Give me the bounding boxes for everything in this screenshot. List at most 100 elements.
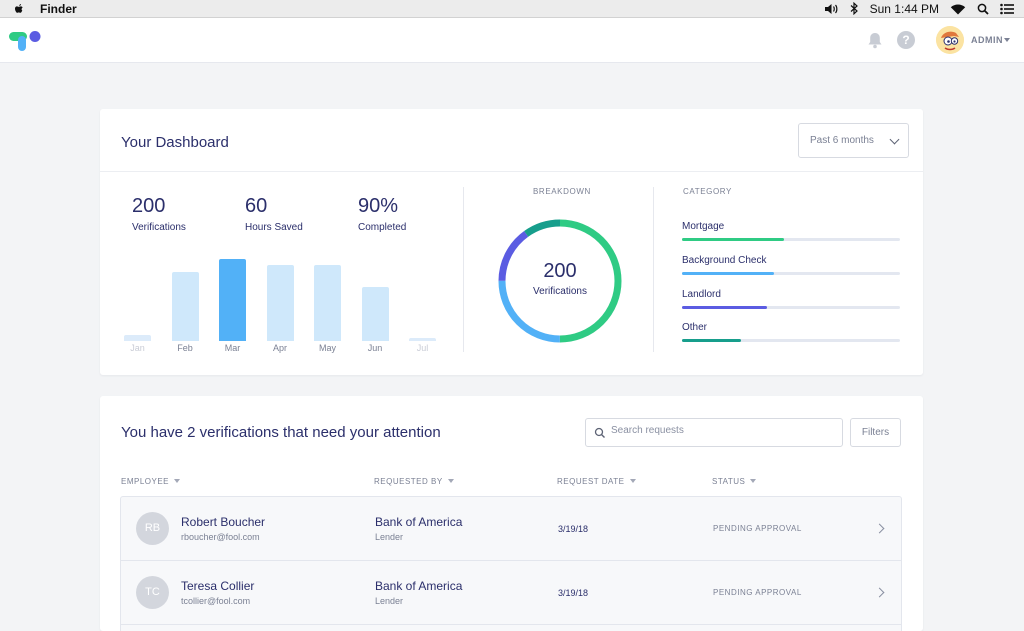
chevron-right-icon[interactable] (874, 587, 885, 598)
category-fill (682, 339, 741, 342)
category-fill (682, 306, 768, 309)
attention-title: You have 2 verifications that need your … (121, 424, 441, 441)
bar-label: Jan (130, 343, 145, 353)
spotlight-icon[interactable] (977, 3, 989, 15)
volume-icon[interactable] (824, 3, 839, 15)
divider (463, 187, 464, 352)
help-icon[interactable]: ? (897, 31, 915, 49)
column-header-label: STATUS (712, 477, 746, 486)
stat-label: Verifications (132, 222, 186, 233)
apple-icon[interactable] (12, 2, 26, 16)
employee-name: Robert Boucher (181, 515, 266, 529)
divider (653, 187, 654, 352)
employee-email: tcollier@fool.com (181, 596, 251, 606)
list-icon[interactable] (1000, 3, 1014, 15)
dashboard-title: Your Dashboard (121, 134, 229, 151)
employee-name: Teresa Collier (181, 579, 255, 593)
table-row[interactable]: TC Teresa Collier tcollier@fool.com Bank… (121, 561, 901, 625)
verifications-table: RB Robert Boucher rboucher@fool.com Bank… (120, 496, 902, 631)
category-mortgage[interactable]: Mortgage (682, 221, 900, 241)
category-other[interactable]: Other (682, 322, 900, 342)
category-landlord[interactable]: Landlord (682, 289, 900, 309)
bar-label: Apr (272, 343, 287, 353)
bar-label: May (318, 343, 336, 353)
stat-value: 200 (132, 195, 166, 217)
category-label: Background Check (682, 255, 767, 266)
admin-label[interactable]: ADMIN (971, 35, 1003, 45)
table-row[interactable]: RB Robert Boucher rboucher@fool.com Bank… (121, 497, 901, 561)
category-label: Mortgage (682, 221, 725, 232)
bar-may[interactable] (314, 265, 341, 341)
attention-card: You have 2 verifications that need your … (100, 396, 923, 631)
bar-feb[interactable] (171, 271, 199, 341)
bar-label: Jul (416, 343, 429, 353)
employee-email: rboucher@fool.com (181, 532, 260, 542)
category-label: Landlord (682, 289, 721, 300)
requester-role: Lender (375, 596, 404, 606)
donut-segment-3[interactable] (498, 219, 622, 343)
logo-icon[interactable] (8, 27, 44, 53)
table-row[interactable] (121, 625, 901, 631)
bar-jul[interactable] (409, 337, 436, 341)
stat-value: 60 (245, 195, 268, 217)
search-input[interactable] (611, 425, 831, 436)
search-box[interactable] (585, 418, 843, 447)
category-track (682, 306, 900, 309)
bar-jun[interactable] (361, 287, 389, 341)
filters-button[interactable]: Filters (850, 418, 901, 447)
breakdown-label: Verifications (533, 286, 587, 297)
menu-app-name[interactable]: Finder (40, 1, 77, 16)
bluetooth-icon[interactable] (850, 2, 859, 15)
app-header: ? ADMIN (0, 18, 1024, 63)
bar-jan[interactable] (124, 334, 151, 341)
bar-mar[interactable] (219, 259, 246, 341)
stat-value: 90% (358, 195, 399, 217)
employee-avatar: TC (136, 576, 169, 609)
bar-label: Feb (177, 343, 193, 353)
category-fill (682, 272, 774, 275)
column-header-label: REQUEST DATE (557, 477, 625, 486)
column-header-request-date[interactable]: REQUEST DATE (557, 477, 636, 486)
period-value: Past 6 months (810, 135, 874, 146)
breakdown-value: 200 (543, 260, 577, 282)
bar-label: Mar (224, 343, 241, 353)
sort-caret-icon (447, 479, 454, 483)
search-icon (594, 427, 605, 438)
column-header-label: REQUESTED BY (374, 477, 443, 486)
wifi-icon[interactable] (950, 3, 966, 15)
category-track (682, 238, 900, 241)
menu-clock[interactable]: Sun 1:44 PM (869, 1, 939, 16)
stat-label: Hours Saved (245, 222, 303, 233)
chevron-down-icon (889, 134, 900, 145)
donut-segment-1[interactable] (498, 219, 622, 343)
status-badge: PENDING APPROVAL (713, 524, 802, 533)
sort-caret-icon (174, 479, 181, 483)
menu-bar: Finder Sun 1:44 PM (0, 0, 1024, 18)
category-fill (682, 238, 785, 241)
category-heading: CATEGORY (683, 187, 732, 196)
bar-apr[interactable] (266, 265, 294, 341)
sort-caret-icon (750, 479, 757, 483)
caret-down-icon[interactable] (1004, 38, 1010, 42)
request-date: 3/19/18 (558, 524, 589, 534)
period-select[interactable]: Past 6 months (798, 123, 909, 158)
column-header-requested-by[interactable]: REQUESTED BY (374, 477, 454, 486)
avatar[interactable] (936, 26, 964, 54)
requester-name: Bank of America (375, 515, 463, 529)
sort-caret-icon (629, 479, 636, 483)
requester-name: Bank of America (375, 579, 463, 593)
breakdown-heading: BREAKDOWN (533, 187, 591, 196)
status-badge: PENDING APPROVAL (713, 588, 802, 597)
employee-avatar: RB (136, 512, 169, 545)
category-track (682, 272, 900, 275)
chevron-right-icon[interactable] (874, 523, 885, 534)
column-header-status[interactable]: STATUS (712, 477, 757, 486)
request-date: 3/19/18 (558, 588, 589, 598)
column-header-label: EMPLOYEE (121, 477, 170, 486)
bell-icon[interactable] (866, 31, 884, 49)
category-background-check[interactable]: Background Check (682, 255, 900, 275)
bar-label: Jun (367, 343, 383, 353)
stat-label: Completed (358, 222, 407, 233)
column-header-employee[interactable]: EMPLOYEE (121, 477, 181, 486)
dashboard-header: Your Dashboard Past 6 months (100, 109, 923, 172)
